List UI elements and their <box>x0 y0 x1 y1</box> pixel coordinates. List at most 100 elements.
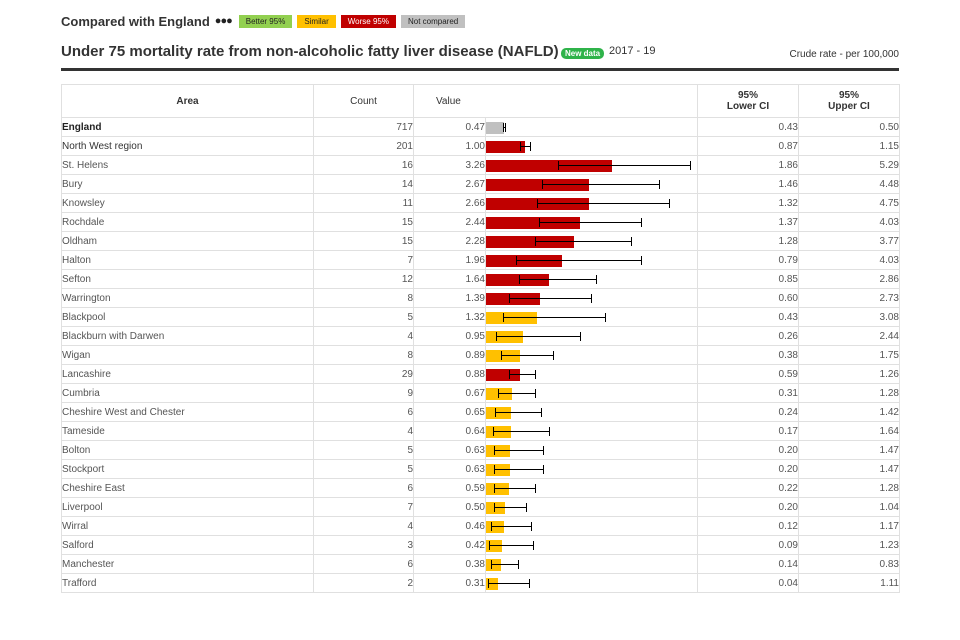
column-header-lower-ci[interactable]: 95% Lower CI <box>697 84 799 118</box>
table-row: North West region 201 1.00 0.87 1.15 <box>61 136 900 156</box>
comparison-legend: Compared with England ●●● Better 95% Sim… <box>61 13 470 29</box>
value-label: 1.96 <box>413 250 486 270</box>
lower-ci-value: 0.22 <box>697 478 799 498</box>
value-bar <box>486 293 540 305</box>
upper-ci-cap <box>641 256 643 265</box>
value-label: 0.63 <box>413 459 486 479</box>
area-name[interactable]: Cheshire West and Chester <box>61 402 314 422</box>
confidence-interval-line <box>491 564 518 565</box>
area-name[interactable]: Trafford <box>61 573 314 593</box>
value-bar <box>486 160 612 172</box>
upper-ci-cap <box>535 389 537 398</box>
upper-ci-cap <box>553 351 555 360</box>
confidence-interval-line <box>489 545 534 546</box>
three-dots-menu-icon[interactable]: ●●● <box>214 15 233 27</box>
confidence-interval-line <box>493 450 543 451</box>
upper-ci-value: 1.64 <box>798 421 900 441</box>
table-row: Halton 7 1.96 0.79 4.03 <box>61 250 900 270</box>
value-bar-cell <box>485 364 698 384</box>
area-name[interactable]: Wirral <box>61 516 314 536</box>
confidence-interval-line <box>487 583 529 584</box>
area-name[interactable]: Tameside <box>61 421 314 441</box>
table-row: Blackpool 5 1.32 0.43 3.08 <box>61 307 900 327</box>
count-value: 8 <box>313 345 414 365</box>
column-header-value[interactable]: Value <box>413 84 698 118</box>
lower-ci-cap <box>497 389 499 398</box>
confidence-interval-line <box>500 355 554 356</box>
lower-ci-cap <box>487 579 489 588</box>
value-bar <box>486 540 503 552</box>
table-row: Blackburn with Darwen 4 0.95 0.26 2.44 <box>61 326 900 346</box>
area-name[interactable]: St. Helens <box>61 155 314 175</box>
confidence-interval-line <box>495 412 541 413</box>
lower-ci-value: 0.20 <box>697 497 799 517</box>
value-label: 0.88 <box>413 364 486 384</box>
upper-ci-value: 2.44 <box>798 326 900 346</box>
count-value: 4 <box>313 516 414 536</box>
confidence-interval-line <box>516 260 642 261</box>
column-header-area[interactable]: Area <box>61 84 314 118</box>
area-name[interactable]: Bolton <box>61 440 314 460</box>
column-header-upper-ci[interactable]: 95% Upper CI <box>798 84 900 118</box>
legend-key-similar: Similar <box>297 14 336 28</box>
time-period: 2017 - 19 <box>609 45 656 57</box>
upper-ci-header-line2: Upper CI <box>828 101 870 112</box>
lower-ci-cap <box>493 446 495 455</box>
lower-ci-value: 0.31 <box>697 383 799 403</box>
area-name[interactable]: Sefton <box>61 269 314 289</box>
confidence-interval-line <box>502 127 506 128</box>
area-name[interactable]: Lancashire <box>61 364 314 384</box>
value-label: 0.59 <box>413 478 486 498</box>
upper-ci-value: 4.75 <box>798 193 900 213</box>
area-name[interactable]: Stockport <box>61 459 314 479</box>
value-bar-cell <box>485 212 698 232</box>
confidence-interval-line <box>557 165 690 166</box>
area-name[interactable]: Cheshire East <box>61 478 314 498</box>
area-name[interactable]: Blackpool <box>61 307 314 327</box>
area-name[interactable]: Knowsley <box>61 193 314 213</box>
value-bar <box>486 445 511 457</box>
area-name[interactable]: Blackburn with Darwen <box>61 326 314 346</box>
area-name[interactable]: Halton <box>61 250 314 270</box>
indicator-title: Under 75 mortality rate from non-alcohol… <box>61 43 559 60</box>
area-name[interactable]: Liverpool <box>61 497 314 517</box>
lower-ci-cap <box>491 560 493 569</box>
value-label: 0.65 <box>413 402 486 422</box>
value-label: 2.66 <box>413 193 486 213</box>
value-bar-cell <box>485 459 698 479</box>
area-name[interactable]: Salford <box>61 535 314 555</box>
lower-ci-value: 0.59 <box>697 364 799 384</box>
lower-ci-value: 0.43 <box>697 117 799 137</box>
upper-ci-value: 3.08 <box>798 307 900 327</box>
area-name[interactable]: Rochdale <box>61 212 314 232</box>
area-name[interactable]: Manchester <box>61 554 314 574</box>
lower-ci-value: 0.20 <box>697 440 799 460</box>
area-name[interactable]: Oldham <box>61 231 314 251</box>
value-bar <box>486 122 505 134</box>
value-bar-cell <box>485 421 698 441</box>
area-name[interactable]: Cumbria <box>61 383 314 403</box>
upper-ci-cap <box>631 237 633 246</box>
value-label: 0.63 <box>413 440 486 460</box>
lower-ci-value: 0.87 <box>697 136 799 156</box>
upper-ci-cap <box>530 142 532 151</box>
upper-ci-cap <box>535 484 537 493</box>
value-bar-cell <box>485 250 698 270</box>
value-label: 3.26 <box>413 155 486 175</box>
count-value: 8 <box>313 288 414 308</box>
value-bar <box>486 217 581 229</box>
column-header-count[interactable]: Count <box>313 84 414 118</box>
upper-ci-value: 1.04 <box>798 497 900 517</box>
area-name[interactable]: Warrington <box>61 288 314 308</box>
upper-ci-value: 1.15 <box>798 136 900 156</box>
lower-ci-cap <box>492 427 494 436</box>
area-name[interactable]: Bury <box>61 174 314 194</box>
value-label: 1.39 <box>413 288 486 308</box>
upper-ci-value: 0.83 <box>798 554 900 574</box>
upper-ci-value: 0.50 <box>798 117 900 137</box>
value-bar-cell <box>485 573 698 593</box>
lower-ci-cap <box>509 294 511 303</box>
area-name[interactable]: Wigan <box>61 345 314 365</box>
table-row: Rochdale 15 2.44 1.37 4.03 <box>61 212 900 232</box>
value-bar <box>486 141 525 153</box>
